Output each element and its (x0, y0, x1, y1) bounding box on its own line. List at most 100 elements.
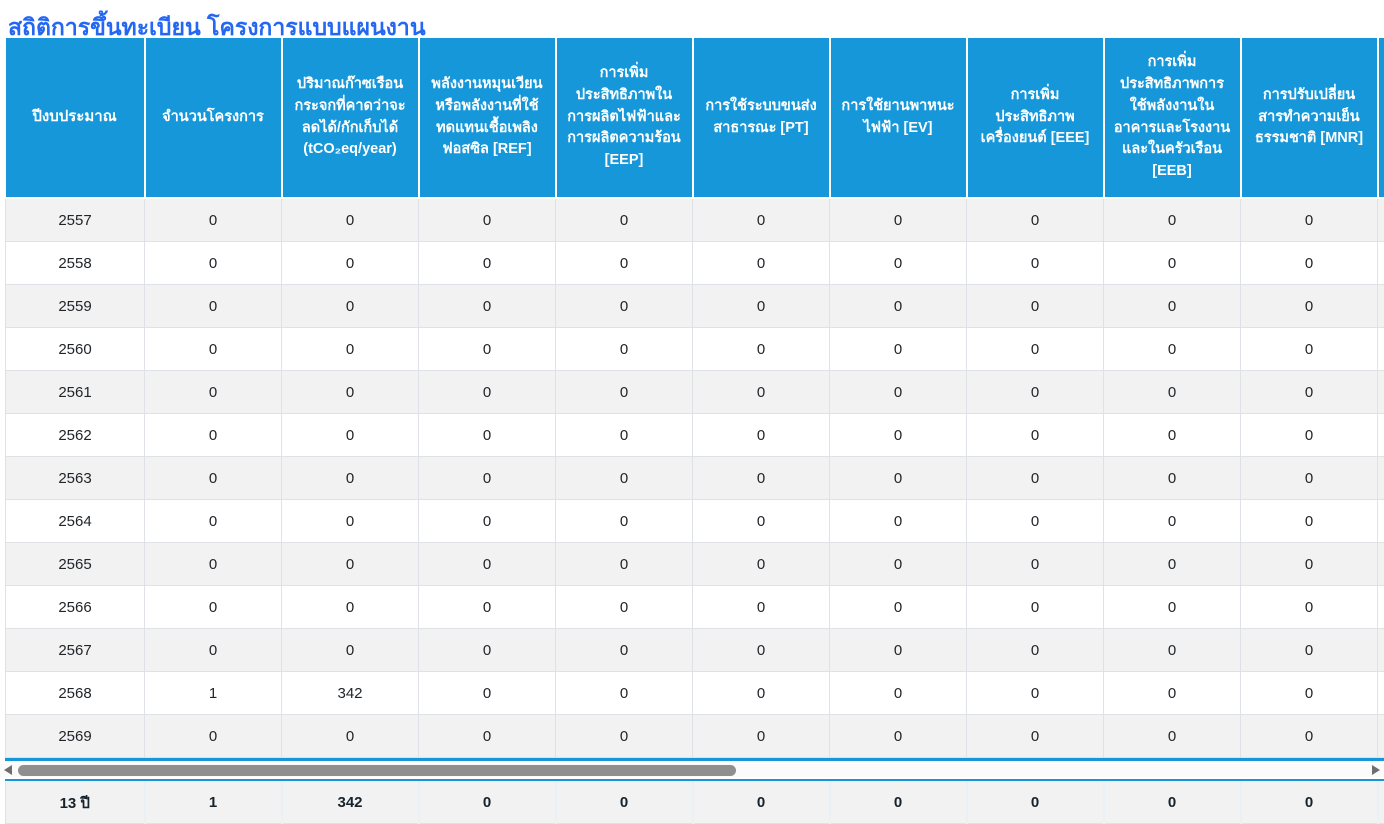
value-cell: 0 (967, 672, 1104, 715)
value-cell: 0 (830, 414, 967, 457)
summary-value-cell (1378, 782, 1384, 824)
value-cell: 0 (419, 285, 556, 328)
value-cell (1378, 328, 1384, 371)
value-cell: 0 (145, 500, 282, 543)
value-cell: 0 (145, 328, 282, 371)
value-cell (1378, 543, 1384, 586)
value-cell: 0 (830, 629, 967, 672)
value-cell: 0 (830, 457, 967, 500)
value-cell: 0 (556, 672, 693, 715)
value-cell: 0 (556, 414, 693, 457)
value-cell: 0 (1241, 242, 1378, 285)
value-cell: 0 (1104, 672, 1241, 715)
value-cell: 0 (282, 586, 419, 629)
value-cell: 0 (693, 414, 830, 457)
value-cell (1378, 500, 1384, 543)
value-cell: 0 (967, 500, 1104, 543)
value-cell: 0 (282, 285, 419, 328)
value-cell: 0 (967, 371, 1104, 414)
value-cell: 0 (1241, 672, 1378, 715)
value-cell: 0 (1104, 371, 1241, 414)
value-cell: 0 (419, 500, 556, 543)
value-cell: 0 (830, 198, 967, 242)
value-cell (1378, 457, 1384, 500)
value-cell: 0 (282, 328, 419, 371)
summary-value-cell: 342 (282, 782, 419, 824)
value-cell: 0 (1241, 586, 1378, 629)
value-cell: 0 (1104, 586, 1241, 629)
year-cell: 2569 (6, 715, 145, 758)
column-header: การเพิ่มประสิทธิภาพการใช้พลังงานในอาคารแ… (1104, 38, 1241, 198)
value-cell: 0 (145, 586, 282, 629)
value-cell: 0 (1104, 328, 1241, 371)
value-cell: 0 (556, 371, 693, 414)
value-cell: 0 (830, 500, 967, 543)
year-cell: 2559 (6, 285, 145, 328)
value-cell: 0 (1241, 500, 1378, 543)
value-cell: 0 (556, 285, 693, 328)
year-cell: 2564 (6, 500, 145, 543)
value-cell: 0 (419, 715, 556, 758)
value-cell: 0 (1241, 414, 1378, 457)
value-cell: 0 (830, 543, 967, 586)
value-cell: 0 (693, 285, 830, 328)
value-cell: 0 (1104, 629, 1241, 672)
value-cell: 0 (145, 715, 282, 758)
value-cell: 0 (556, 328, 693, 371)
value-cell: 0 (556, 198, 693, 242)
value-cell: 0 (419, 242, 556, 285)
value-cell: 0 (145, 198, 282, 242)
column-header: การเพิ่มประสิทธิภาพเครื่องยนต์ [EEE] (967, 38, 1104, 198)
value-cell: 0 (419, 198, 556, 242)
summary-value-cell: 0 (967, 782, 1104, 824)
year-cell: 2558 (6, 242, 145, 285)
value-cell: 0 (282, 414, 419, 457)
value-cell: 0 (1104, 285, 1241, 328)
scrollbar-thumb[interactable] (18, 765, 736, 776)
column-header (1378, 38, 1384, 198)
summary-value-cell: 0 (419, 782, 556, 824)
column-header: การใช้ยานพาหนะไฟฟ้า [EV] (830, 38, 967, 198)
value-cell: 0 (1104, 500, 1241, 543)
column-header-year: ปีงบประมาณ (6, 38, 145, 198)
value-cell: 0 (830, 328, 967, 371)
value-cell (1378, 629, 1384, 672)
stats-table-scroll-area[interactable]: ปีงบประมาณจำนวนโครงการปริมาณก๊าซเรือนกระ… (5, 38, 1384, 761)
horizontal-scrollbar[interactable] (0, 764, 1384, 777)
table-header: ปีงบประมาณจำนวนโครงการปริมาณก๊าซเรือนกระ… (6, 38, 1384, 198)
value-cell: 0 (1241, 371, 1378, 414)
value-cell: 0 (556, 500, 693, 543)
value-cell: 0 (282, 371, 419, 414)
year-cell: 2561 (6, 371, 145, 414)
value-cell: 0 (1104, 715, 1241, 758)
value-cell: 0 (967, 242, 1104, 285)
value-cell: 0 (1104, 198, 1241, 242)
value-cell: 0 (556, 629, 693, 672)
value-cell: 0 (693, 586, 830, 629)
value-cell (1378, 586, 1384, 629)
stats-table: ปีงบประมาณจำนวนโครงการปริมาณก๊าซเรือนกระ… (5, 38, 1384, 758)
value-cell: 0 (145, 457, 282, 500)
year-cell: 2562 (6, 414, 145, 457)
value-cell: 0 (1241, 198, 1378, 242)
column-header: พลังงานหมุนเวียนหรือพลังงานที่ใช้ทดแทนเช… (419, 38, 556, 198)
value-cell: 0 (419, 457, 556, 500)
scroll-left-icon[interactable] (4, 765, 12, 775)
value-cell: 0 (145, 242, 282, 285)
summary-value-cell: 0 (693, 782, 830, 824)
value-cell: 0 (282, 629, 419, 672)
value-cell (1378, 371, 1384, 414)
column-header: ปริมาณก๊าซเรือนกระจกที่คาดว่าจะลดได้/กัก… (282, 38, 419, 198)
summary-label-cell: 13 ปี (6, 782, 145, 824)
scroll-right-icon[interactable] (1372, 765, 1380, 775)
